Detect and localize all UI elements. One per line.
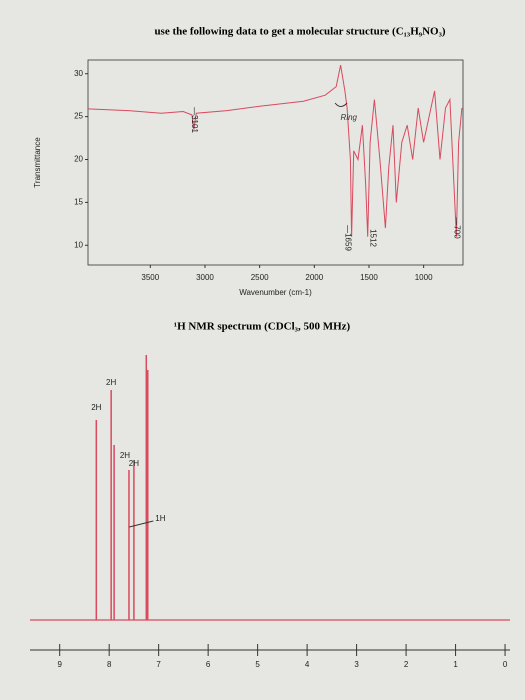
integration-label: 1H [155,514,165,523]
x-tick-label: 1500 [360,273,378,282]
y-tick-label: 10 [74,240,83,249]
ppm-tick-label: 8 [107,660,112,669]
ppm-tick-label: 7 [156,660,161,669]
x-tick-label: 3000 [196,273,214,282]
ir-annotation: —3101 [190,107,199,133]
integration-label: 2H [120,451,130,460]
y-axis-label: Transmittance [33,137,42,188]
title: use the following data to get a molecula… [154,26,445,38]
x-tick-label: 1000 [415,273,433,282]
integration-leader [129,520,154,528]
ppm-tick-label: 3 [354,660,359,669]
ppm-tick-label: 2 [404,660,409,669]
y-tick-label: 15 [74,197,83,206]
ppm-tick-label: 6 [206,660,211,669]
integration-label: 2H [129,459,139,468]
ir-trace [87,64,463,237]
ir-annotation: —1659 [343,225,352,251]
ppm-tick-label: 9 [57,660,62,669]
ring-note: Ring [341,113,358,122]
nmr-title: ¹H NMR spectrum (CDCl₃, 500 MHz) [174,321,351,333]
ir-annotation: 1512 [369,229,378,247]
ir-frame [87,59,464,266]
x-tick-label: 2000 [305,273,323,282]
integration-label: 2H [91,403,101,412]
x-tick-label: 3500 [141,273,159,282]
ppm-tick-label: 1 [453,660,458,669]
x-axis-label: Wavenumber (cm-1) [239,288,312,297]
ppm-tick-label: 0 [503,660,508,669]
y-tick-label: 25 [74,112,83,121]
integration-label: 2H [106,378,116,387]
ir-annotation: —700 [452,217,461,239]
x-tick-label: 2500 [251,273,269,282]
y-tick-label: 20 [74,155,83,164]
ring-bracket [334,102,348,107]
ppm-tick-label: 4 [305,660,310,669]
ppm-tick-label: 5 [255,660,260,669]
y-tick-label: 30 [74,69,83,78]
